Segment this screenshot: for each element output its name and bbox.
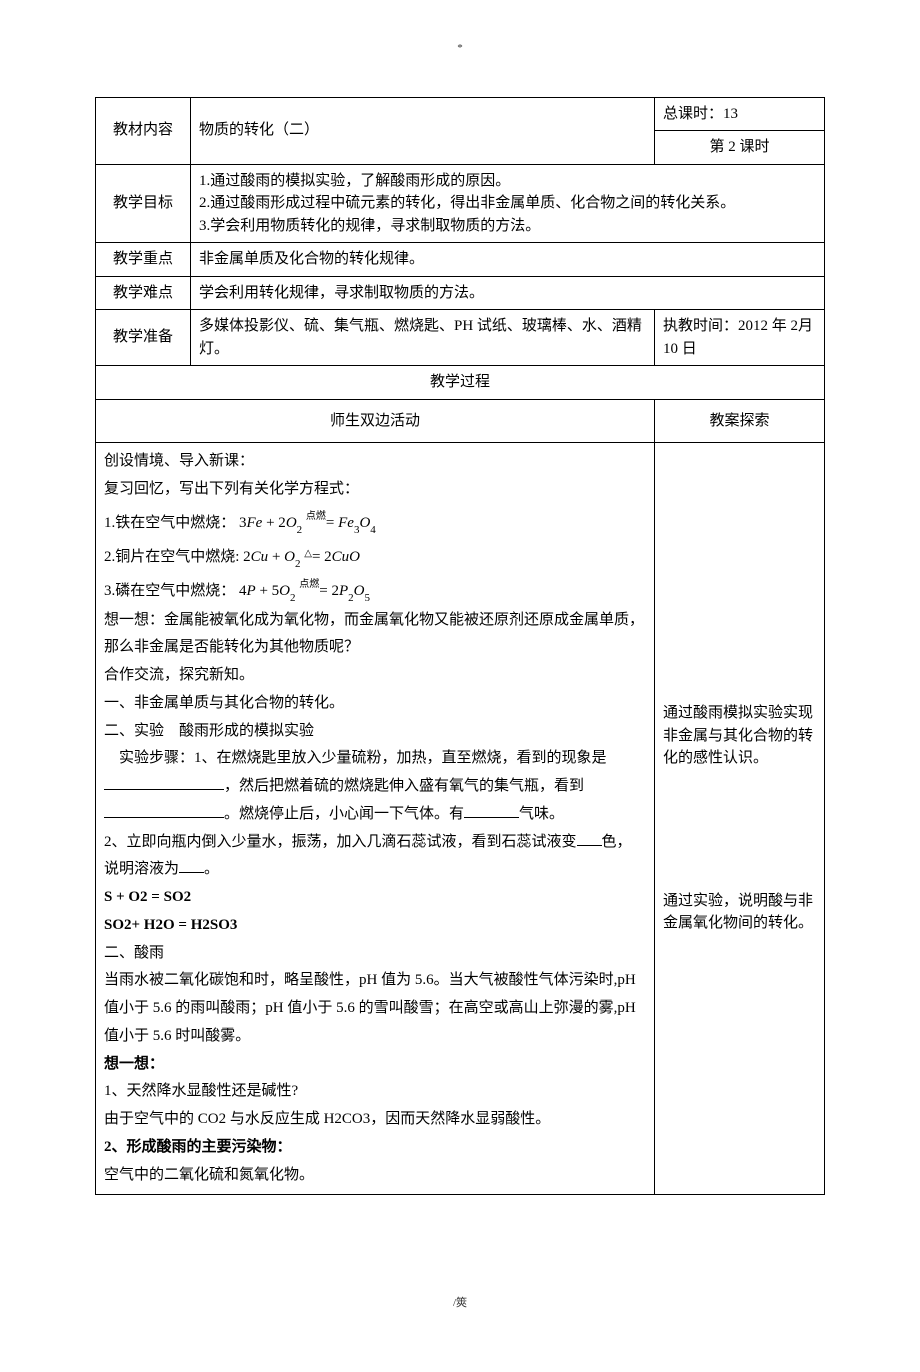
- acidrain-title: 二、酸雨: [104, 940, 646, 968]
- label-keypoints: 教学重点: [96, 243, 191, 277]
- label-exploration: 教案探索: [655, 399, 825, 443]
- obj-2: 2.通过酸雨形成过程中硫元素的转化，得出非金属单质、化合物之间的转化关系。: [199, 192, 816, 215]
- row-process-header: 教学过程: [96, 366, 825, 400]
- label-difficulties: 教学难点: [96, 276, 191, 310]
- acidrain-body: 当雨水被二氧化碳饱和时，略呈酸性，pH 值为 5.6。当大气被酸性气体污染时,p…: [104, 967, 646, 1050]
- row-content: 创设情境、导入新课： 复习回忆，写出下列有关化学方程式： 1.铁在空气中燃烧： …: [96, 443, 825, 1195]
- eq1-label: 1.铁在空气中燃烧：: [104, 515, 235, 531]
- header-mark: *: [95, 40, 825, 57]
- value-period-no: 2: [728, 139, 736, 155]
- blank-5: [179, 858, 204, 873]
- label-process: 教学过程: [96, 366, 825, 400]
- exploration-note-1: 通过酸雨模拟实验实现非金属与其化合物的转化的感性认识。: [663, 702, 816, 770]
- step2-a: 2、立即向瓶内倒入少量水，振荡，加入几滴石蕊试液，看到石蕊试液变: [104, 834, 577, 850]
- step1-a: 实验步骤：1、在燃烧匙里放入少量硫粉，加热，直至燃烧，看到的现象是: [104, 750, 607, 766]
- eq-so2-h2o: SO2+ H2O = H2SO3: [104, 912, 646, 940]
- equation-1: 1.铁在空气中燃烧： 3Fe + 2O2 点燃= Fe3O4: [104, 510, 646, 538]
- eq2-label: 2.铜片在空气中燃烧:: [104, 549, 239, 565]
- step1-b: ，然后把燃着硫的燃烧匙伸入盛有氧气的集气瓶，看到: [224, 778, 584, 794]
- lesson-plan-table: 教材内容 物质的转化（二） 总课时：13 第 2 课时 教学目标 1.通过酸雨的…: [95, 97, 825, 1196]
- cell-activity-content: 创设情境、导入新课： 复习回忆，写出下列有关化学方程式： 1.铁在空气中燃烧： …: [96, 443, 655, 1195]
- value-keypoints: 非金属单质及化合物的转化规律。: [191, 243, 825, 277]
- eq3-label: 3.磷在空气中燃烧：: [104, 583, 235, 599]
- think-title: 想一想：: [104, 1051, 646, 1079]
- q2: 2、形成酸雨的主要污染物：: [104, 1134, 646, 1162]
- label-preparation: 教学准备: [96, 310, 191, 366]
- cell-exploration-content: 通过酸雨模拟实验实现非金属与其化合物的转化的感性认识。 通过实验，说明酸与非金属…: [655, 443, 825, 1195]
- a1: 由于空气中的 CO2 与水反应生成 H2CO3，因而天然降水显弱酸性。: [104, 1106, 646, 1134]
- cell-exectime: 执教时间：2012 年 2月 10 日: [655, 310, 825, 366]
- cooperate: 合作交流，探究新知。: [104, 662, 646, 690]
- row-objectives: 教学目标 1.通过酸雨的模拟实验，了解酸雨形成的原因。 2.通过酸雨形成过程中硫…: [96, 164, 825, 243]
- step1-c: 。燃烧停止后，小心闻一下气体。有: [224, 806, 464, 822]
- cell-period-no: 第 2 课时: [655, 131, 825, 165]
- step-2: 2、立即向瓶内倒入少量水，振荡，加入几滴石蕊试液，看到石蕊试液变色，说明溶液为。: [104, 829, 646, 885]
- blank-4: [577, 831, 602, 846]
- row-activity-header: 师生双边活动 教案探索: [96, 399, 825, 443]
- step-1: 实验步骤：1、在燃烧匙里放入少量硫粉，加热，直至燃烧，看到的现象是 ，然后把燃着硫…: [104, 745, 646, 828]
- label-material: 教材内容: [96, 97, 191, 164]
- eq2-formula: 2Cu + O2 △= 2CuO: [243, 549, 360, 565]
- section-1: 一、非金属单质与其化合物的转化。: [104, 690, 646, 718]
- exploration-note-2: 通过实验，说明酸与非金属氧化物间的转化。: [663, 890, 816, 935]
- value-total-periods: 13: [723, 106, 738, 122]
- equation-3: 3.磷在空气中燃烧： 4P + 5O2 点燃= 2P2O5: [104, 578, 646, 606]
- eq-s-o2: S + O2 = SO2: [104, 884, 646, 912]
- cell-total-period: 总课时：13: [655, 97, 825, 131]
- step1-d: 气味。: [519, 806, 564, 822]
- section-2: 二、实验 酸雨形成的模拟实验: [104, 718, 646, 746]
- value-difficulties: 学会利用转化规律，寻求制取物质的方法。: [191, 276, 825, 310]
- step2-c: 。: [204, 861, 219, 877]
- row-keypoints: 教学重点 非金属单质及化合物的转化规律。: [96, 243, 825, 277]
- obj-1: 1.通过酸雨的模拟实验，了解酸雨形成的原因。: [199, 170, 816, 193]
- q1: 1、天然降水显酸性还是碱性?: [104, 1078, 646, 1106]
- row-material: 教材内容 物质的转化（二） 总课时：13: [96, 97, 825, 131]
- value-title: 物质的转化（二）: [191, 97, 655, 164]
- eq3-formula: 4P + 5O2 点燃= 2P2O5: [239, 583, 370, 599]
- period-prefix: 第: [709, 139, 728, 155]
- a2: 空气中的二氧化硫和氮氧化物。: [104, 1162, 646, 1190]
- intro-2: 复习回忆，写出下列有关化学方程式：: [104, 476, 646, 504]
- label-exectime: 执教时间：: [663, 318, 738, 334]
- equation-2: 2.铜片在空气中燃烧: 2Cu + O2 △= 2CuO: [104, 544, 646, 572]
- think-1: 想一想：金属能被氧化成为氧化物，而金属氧化物又能被还原剂还原成金属单质，那么非金…: [104, 607, 646, 663]
- value-preparation: 多媒体投影仪、硫、集气瓶、燃烧匙、PH 试纸、玻璃棒、水、酒精灯。: [191, 310, 655, 366]
- label-activity: 师生双边活动: [96, 399, 655, 443]
- eq1-formula: 3Fe + 2O2 点燃= Fe3O4: [239, 515, 376, 531]
- label-objectives: 教学目标: [96, 164, 191, 243]
- label-total-period: 总课时：: [663, 106, 723, 122]
- period-suffix: 课时: [736, 139, 770, 155]
- value-objectives: 1.通过酸雨的模拟实验，了解酸雨形成的原因。 2.通过酸雨形成过程中硫元素的转化…: [191, 164, 825, 243]
- intro-1: 创设情境、导入新课：: [104, 448, 646, 476]
- blank-3: [464, 803, 519, 818]
- page-footer: /筴: [95, 1295, 825, 1312]
- obj-3: 3.学会利用物质转化的规律，寻求制取物质的方法。: [199, 215, 816, 238]
- row-preparation: 教学准备 多媒体投影仪、硫、集气瓶、燃烧匙、PH 试纸、玻璃棒、水、酒精灯。 执…: [96, 310, 825, 366]
- blank-1: [104, 775, 224, 790]
- row-difficulties: 教学难点 学会利用转化规律，寻求制取物质的方法。: [96, 276, 825, 310]
- blank-2: [104, 803, 224, 818]
